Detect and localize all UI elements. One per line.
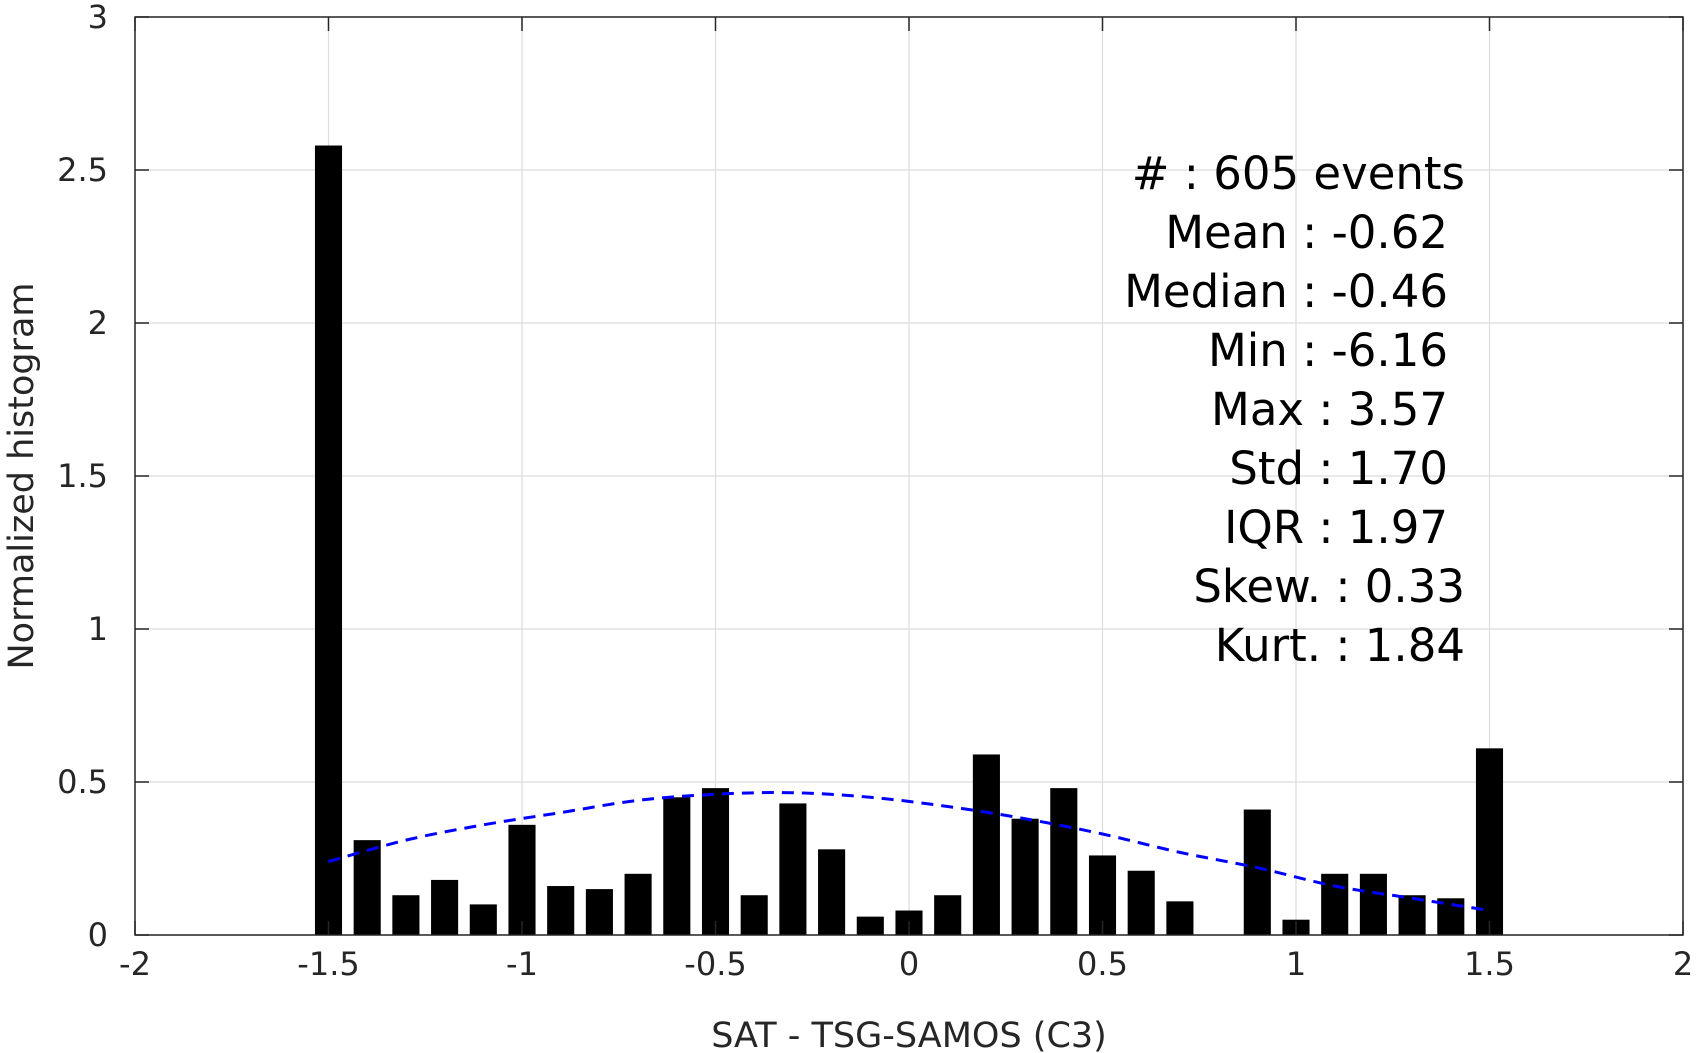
stat-line: Min : -6.16 [1208, 324, 1448, 377]
histogram-bars [314, 145, 1504, 935]
stat-line: # : 605 events [1132, 147, 1465, 200]
y-tick-label: 1 [88, 610, 108, 648]
histogram-bar [392, 895, 420, 935]
stat-line: IQR : 1.97 [1224, 501, 1448, 554]
histogram-bar [547, 886, 575, 935]
histogram-bar [353, 840, 381, 935]
histogram-bar [740, 895, 768, 935]
histogram-bar [934, 895, 962, 935]
histogram-bar [431, 879, 459, 935]
x-tick-label: -1 [506, 945, 538, 983]
x-tick-label: -0.5 [684, 945, 746, 983]
stat-line: Skew. : 0.33 [1193, 560, 1465, 613]
x-axis-label: SAT - TSG-SAMOS (C3) [711, 1016, 1107, 1053]
x-tick-label: 1 [1286, 945, 1306, 983]
histogram-bar [1398, 895, 1426, 935]
histogram-bar [1050, 788, 1078, 935]
histogram-bar [856, 916, 884, 935]
histogram-bar [1166, 901, 1194, 935]
histogram-bar [779, 803, 807, 935]
stats-annotation: # : 605 events Mean : -0.62 Median : -0.46… [1124, 147, 1465, 672]
histogram-bar [1127, 870, 1155, 935]
y-tick-labels: 0 0.5 1 1.5 2 2.5 3 [57, 0, 108, 954]
histogram-bar [701, 788, 730, 935]
x-tick-label: 1.5 [1464, 945, 1515, 983]
histogram-bar [663, 797, 691, 935]
y-tick-label: 1.5 [57, 457, 108, 495]
stat-line: Mean : -0.62 [1165, 206, 1448, 259]
histogram-bar [624, 873, 652, 935]
histogram-bar [508, 824, 536, 935]
stat-line: Median : -0.46 [1124, 265, 1448, 318]
stat-line: Kurt. : 1.84 [1215, 619, 1465, 672]
histogram-bar [1475, 748, 1504, 935]
histogram-bar [585, 889, 613, 935]
stat-line: Max : 3.57 [1211, 383, 1448, 436]
x-tick-label: 0 [899, 945, 919, 983]
histogram-bar [314, 145, 343, 935]
stat-line: Std : 1.70 [1229, 442, 1448, 495]
fit-curve [328, 791, 1490, 913]
x-tick-label: -2 [119, 945, 151, 983]
y-tick-label: 2 [88, 304, 108, 342]
histogram-bar [972, 754, 1000, 935]
y-tick-label: 0 [88, 916, 108, 954]
histogram-bar [818, 849, 846, 935]
x-tick-labels: -2 -1.5 -1 -0.5 0 0.5 1 1.5 2 [119, 945, 1693, 983]
histogram-bar [1011, 818, 1039, 935]
y-tick-label: 2.5 [57, 151, 108, 189]
x-tick-label: -1.5 [297, 945, 359, 983]
x-tick-label: 2 [1673, 945, 1693, 983]
histogram-bar [1359, 873, 1387, 935]
histogram-bar [1243, 809, 1271, 935]
histogram-bar [469, 904, 497, 935]
axis-ticks [134, 16, 1684, 936]
y-tick-label: 3 [88, 0, 108, 36]
y-axis-label: Normalized histogram [2, 282, 42, 669]
histogram-bar [1321, 873, 1349, 935]
x-tick-label: 0.5 [1077, 945, 1128, 983]
y-tick-label: 0.5 [57, 763, 108, 801]
